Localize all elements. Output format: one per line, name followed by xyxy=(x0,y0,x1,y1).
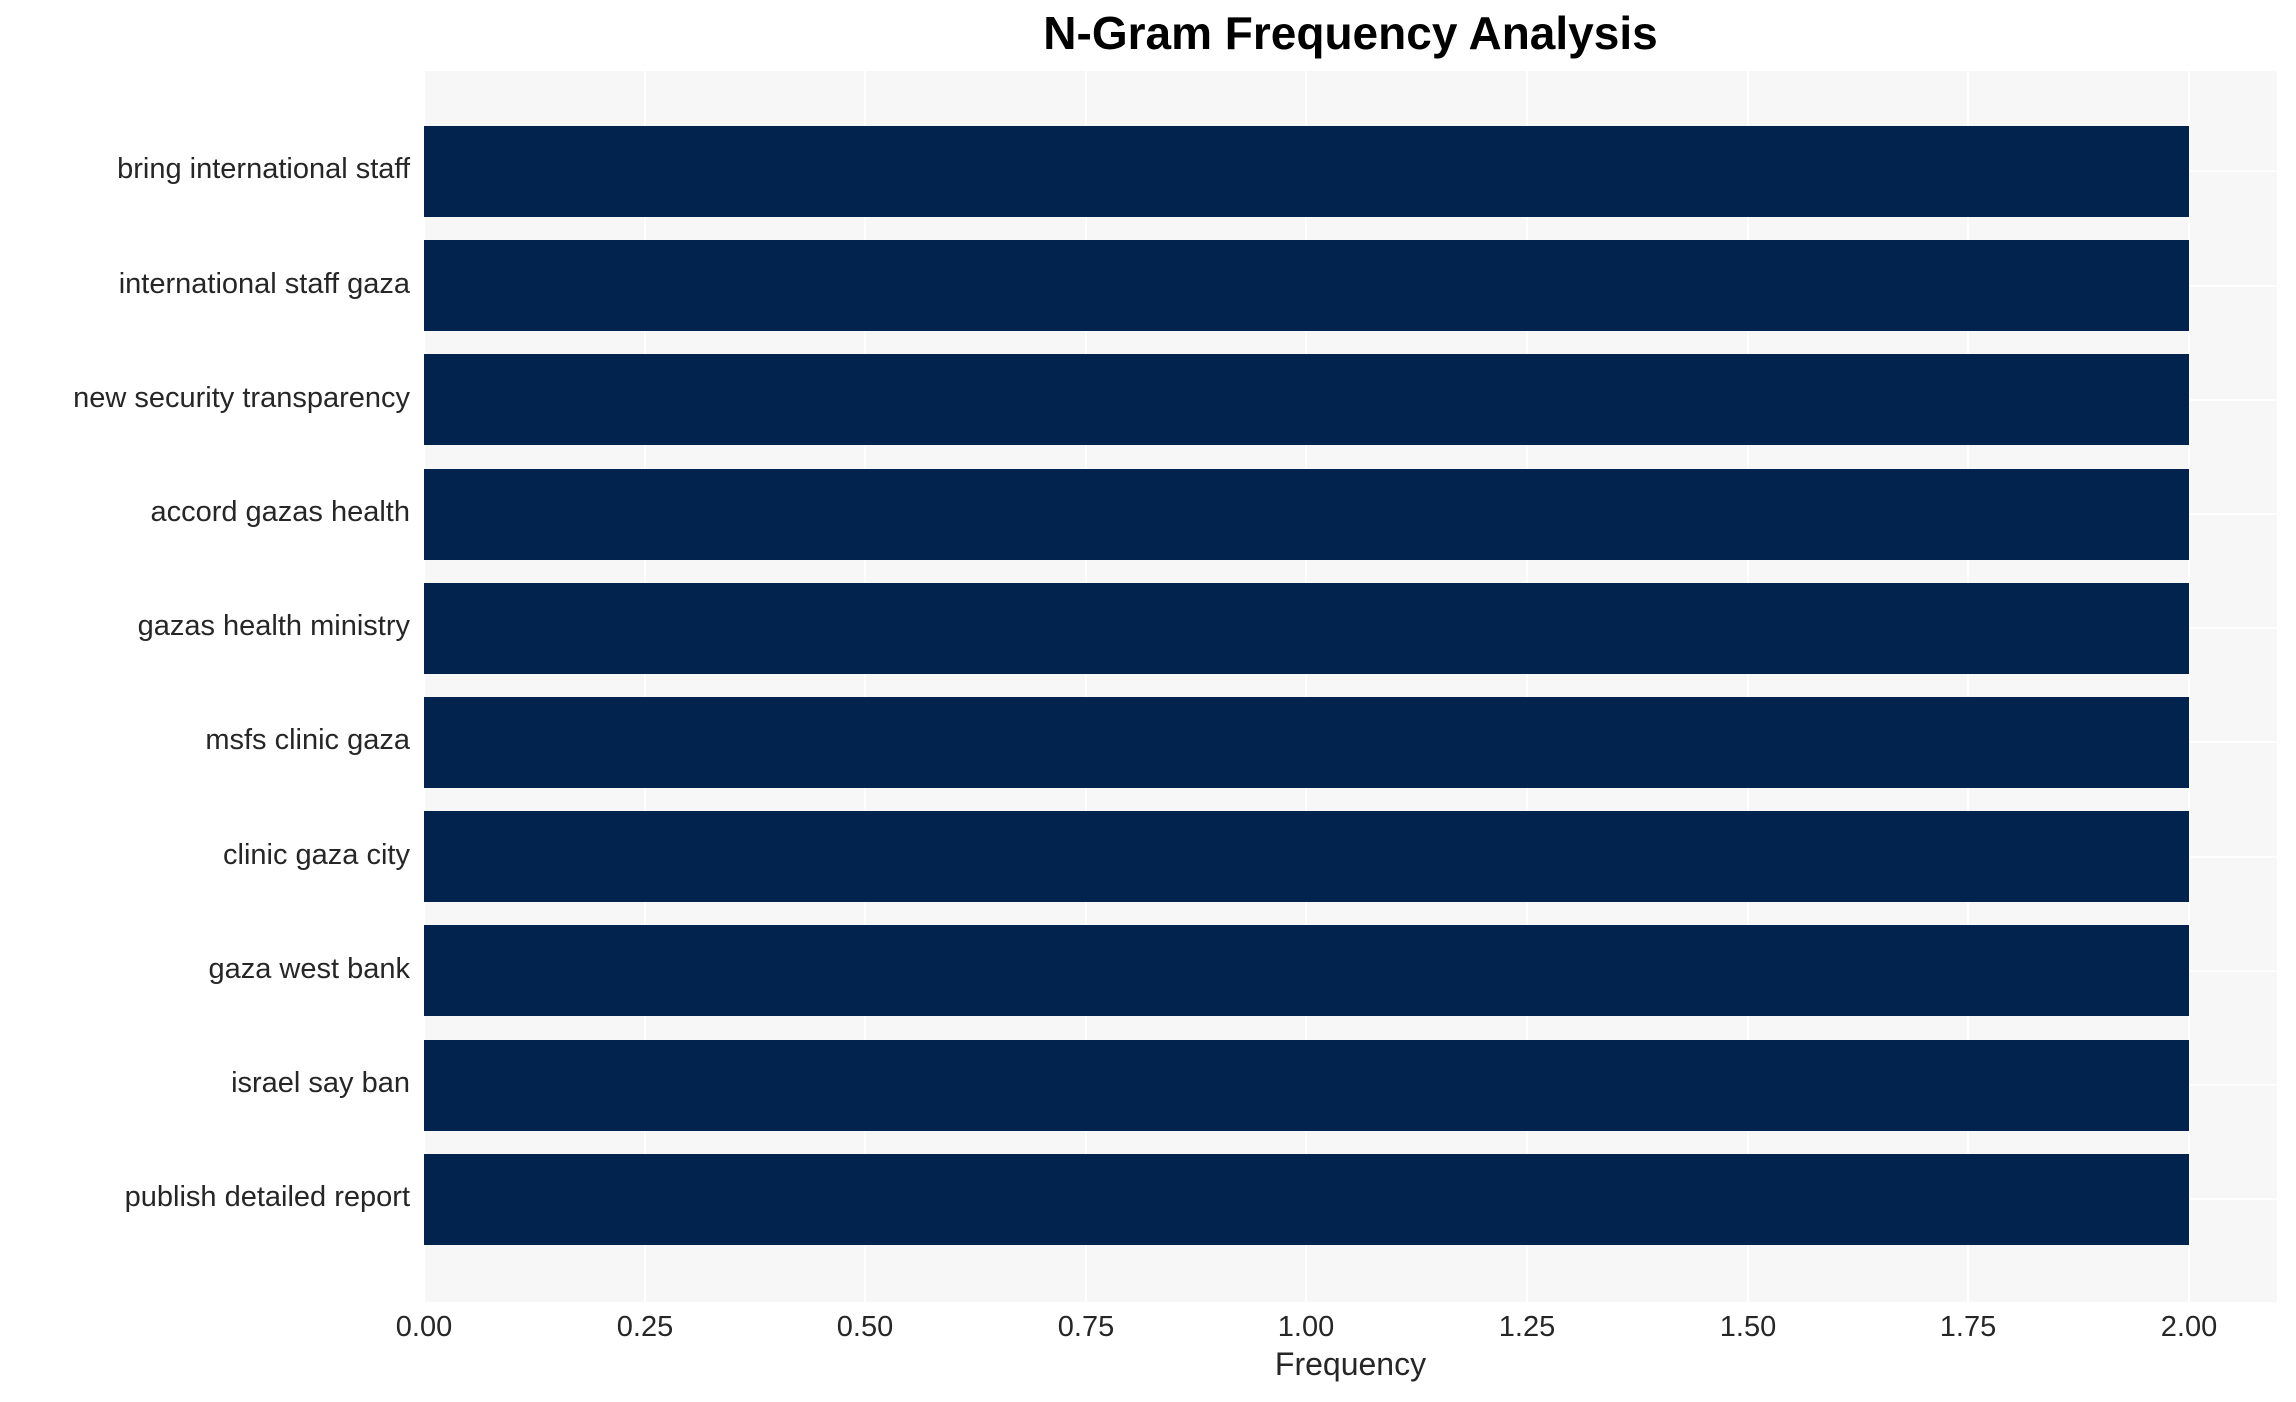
v-gridline xyxy=(864,71,866,1302)
plot-area xyxy=(423,71,2277,1302)
y-tick-label: international staff gaza xyxy=(118,268,410,300)
v-gridline xyxy=(2188,71,2190,1302)
v-gridline xyxy=(1085,71,1087,1302)
bar-israel-say-ban xyxy=(424,1040,2189,1131)
bar-gaza-west-bank xyxy=(424,925,2189,1016)
v-gridline xyxy=(423,71,425,1302)
bar-publish-detailed-report xyxy=(424,1154,2189,1245)
y-tick-label: israel say ban xyxy=(231,1067,410,1099)
bar-accord-gazas-health xyxy=(424,469,2189,560)
x-tick-label: 0.00 xyxy=(395,1311,453,1343)
x-tick-label: 0.25 xyxy=(616,1311,674,1343)
x-tick-label: 0.50 xyxy=(836,1311,894,1343)
bar-gazas-health-ministry xyxy=(424,583,2189,674)
y-tick-label: clinic gaza city xyxy=(223,839,410,871)
x-tick-label: 1.00 xyxy=(1277,1311,1335,1343)
bar-bring-international-staff xyxy=(424,126,2189,217)
v-gridline xyxy=(1967,71,1969,1302)
y-tick-label: new security transparency xyxy=(73,382,410,414)
y-tick-label: bring international staff xyxy=(117,153,410,185)
chart-title: N-Gram Frequency Analysis xyxy=(1043,7,1658,59)
y-tick-label: msfs clinic gaza xyxy=(205,724,410,756)
bar-msfs-clinic-gaza xyxy=(424,697,2189,788)
y-tick-label: accord gazas health xyxy=(150,496,410,528)
x-tick-label: 1.25 xyxy=(1498,1311,1556,1343)
v-gridline xyxy=(1526,71,1528,1302)
v-gridline xyxy=(1305,71,1307,1302)
x-axis-label: Frequency xyxy=(1274,1346,1427,1382)
y-tick-label: gazas health ministry xyxy=(137,610,410,642)
v-gridline xyxy=(1747,71,1749,1302)
x-tick-label: 0.75 xyxy=(1057,1311,1115,1343)
bar-international-staff-gaza xyxy=(424,240,2189,331)
x-tick-label: 1.50 xyxy=(1719,1311,1777,1343)
v-gridline xyxy=(644,71,646,1302)
y-tick-label: gaza west bank xyxy=(208,953,410,985)
y-tick-label: publish detailed report xyxy=(124,1181,410,1213)
bar-clinic-gaza-city xyxy=(424,811,2189,902)
x-tick-label: 1.75 xyxy=(1939,1311,1997,1343)
x-tick-label: 2.00 xyxy=(2160,1311,2218,1343)
bar-new-security-transparency xyxy=(424,354,2189,445)
